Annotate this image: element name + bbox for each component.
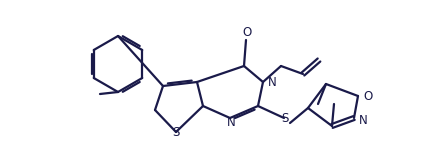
- Text: N: N: [359, 113, 368, 126]
- Text: O: O: [242, 25, 251, 39]
- Text: S: S: [172, 126, 180, 140]
- Text: S: S: [281, 113, 289, 125]
- Text: N: N: [226, 116, 235, 130]
- Text: O: O: [363, 90, 372, 102]
- Text: N: N: [268, 75, 277, 89]
